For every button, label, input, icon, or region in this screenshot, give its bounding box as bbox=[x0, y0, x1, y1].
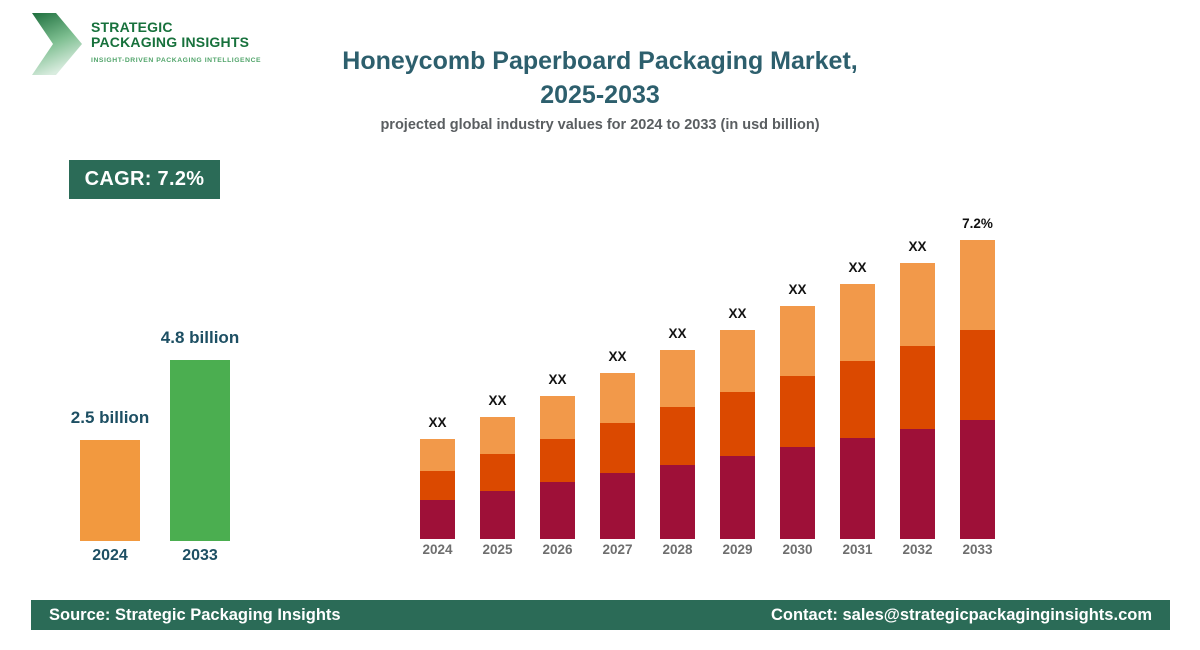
segment-middle-2028 bbox=[660, 407, 695, 465]
bar-top-label-2031: XX bbox=[848, 260, 867, 275]
bar-top-label-2025: XX bbox=[488, 393, 507, 408]
mini-comparison-chart: 2.5 billion 2024 4.8 billion 2033 bbox=[71, 310, 239, 564]
main-axis-label-2033: 2033 bbox=[962, 542, 993, 557]
segment-middle-2027 bbox=[600, 423, 635, 473]
mini-bar-2033 bbox=[170, 360, 230, 541]
stacked-bar-2026 bbox=[540, 396, 575, 539]
main-axis-label-2032: 2032 bbox=[902, 542, 933, 557]
segment-top-2027 bbox=[600, 373, 635, 423]
brand-name-line1: STRATEGIC bbox=[91, 19, 173, 35]
segment-middle-2029 bbox=[720, 392, 755, 456]
bar-top-label-2033: 7.2% bbox=[962, 216, 993, 231]
stacked-bar-2033 bbox=[960, 240, 995, 539]
segment-bottom-2024 bbox=[420, 500, 455, 539]
bar-top-label-2029: XX bbox=[728, 306, 747, 321]
segment-bottom-2027 bbox=[600, 473, 635, 539]
main-axis-label-2031: 2031 bbox=[842, 542, 873, 557]
brand-logo-text: STRATEGIC PACKAGING INSIGHTS INSIGHT-DRI… bbox=[91, 13, 262, 65]
segment-top-2030 bbox=[780, 306, 815, 376]
segment-bottom-2025 bbox=[480, 491, 515, 539]
segment-bottom-2033 bbox=[960, 420, 995, 539]
stacked-bar-2029 bbox=[720, 330, 755, 539]
title-block: Honeycomb Paperboard Packaging Market, 2… bbox=[0, 44, 1200, 133]
main-axis-label-2025: 2025 bbox=[482, 542, 513, 557]
cagr-badge: CAGR: 7.2% bbox=[69, 160, 220, 199]
segment-top-2025 bbox=[480, 417, 515, 454]
brand-tagline: INSIGHT-DRIVEN PACKAGING INTELLIGENCE bbox=[91, 57, 262, 64]
main-stacked-chart: XX 2024 XX 2025 XX 2026 XX 2027 XX 2028 XX 2029 XX 20… bbox=[420, 214, 995, 557]
main-axis-label-2026: 2026 bbox=[542, 542, 573, 557]
mini-axis-label-2024: 2024 bbox=[92, 547, 128, 564]
segment-bottom-2026 bbox=[540, 482, 575, 539]
bar-top-label-2030: XX bbox=[788, 282, 807, 297]
segment-middle-2030 bbox=[780, 376, 815, 447]
bar-top-label-2027: XX bbox=[608, 349, 627, 364]
stacked-bar-2025 bbox=[480, 417, 515, 539]
brand-logo: STRATEGIC PACKAGING INSIGHTS INSIGHT-DRI… bbox=[32, 13, 261, 75]
chevron-arrow-icon bbox=[32, 13, 82, 75]
footer-source: Source: Strategic Packaging Insights bbox=[49, 605, 341, 624]
stacked-bar-2030 bbox=[780, 306, 815, 539]
segment-middle-2024 bbox=[420, 471, 455, 500]
segment-top-2031 bbox=[840, 284, 875, 361]
segment-top-2026 bbox=[540, 396, 575, 439]
mini-bar-value-2033: 4.8 billion bbox=[160, 328, 240, 347]
segment-bottom-2030 bbox=[780, 447, 815, 539]
segment-bottom-2028 bbox=[660, 465, 695, 539]
main-axis-label-2024: 2024 bbox=[422, 542, 453, 557]
stacked-bar-2031 bbox=[840, 284, 875, 539]
page-title: Honeycomb Paperboard Packaging Market, 2… bbox=[0, 44, 1200, 112]
main-axis-label-2028: 2028 bbox=[662, 542, 693, 557]
page-title-line2: 2025-2033 bbox=[540, 81, 660, 109]
stacked-bar-2024 bbox=[420, 439, 455, 539]
segment-bottom-2031 bbox=[840, 438, 875, 539]
segment-middle-2025 bbox=[480, 454, 515, 491]
segment-top-2024 bbox=[420, 439, 455, 471]
segment-middle-2031 bbox=[840, 361, 875, 438]
footer-bar: Source: Strategic Packaging Insights Con… bbox=[31, 600, 1170, 630]
main-axis-label-2029: 2029 bbox=[722, 542, 753, 557]
bar-top-label-2028: XX bbox=[668, 326, 687, 341]
bar-top-label-2032: XX bbox=[908, 239, 927, 254]
mini-bar-2024 bbox=[80, 440, 140, 541]
stacked-bar-2032 bbox=[900, 263, 935, 539]
segment-bottom-2032 bbox=[900, 429, 935, 539]
stacked-bar-2027 bbox=[600, 373, 635, 539]
mini-bar-value-2024: 2.5 billion bbox=[70, 408, 150, 427]
page-title-line1: Honeycomb Paperboard Packaging Market, bbox=[342, 47, 858, 75]
main-axis-label-2030: 2030 bbox=[782, 542, 813, 557]
segment-top-2033 bbox=[960, 240, 995, 330]
brand-name-line2: PACKAGING INSIGHTS bbox=[91, 34, 250, 50]
footer-contact: Contact: sales@strategicpackaginginsight… bbox=[770, 605, 1152, 624]
segment-middle-2033 bbox=[960, 330, 995, 420]
bar-top-label-2026: XX bbox=[548, 372, 567, 387]
segment-middle-2032 bbox=[900, 346, 935, 429]
segment-top-2032 bbox=[900, 263, 935, 346]
main-axis-label-2027: 2027 bbox=[602, 542, 633, 557]
segment-middle-2026 bbox=[540, 439, 575, 482]
segment-top-2029 bbox=[720, 330, 755, 392]
mini-axis-label-2033: 2033 bbox=[182, 547, 218, 564]
segment-top-2028 bbox=[660, 350, 695, 407]
bar-top-label-2024: XX bbox=[428, 415, 447, 430]
stacked-bar-2028 bbox=[660, 350, 695, 539]
page-subtitle: projected global industry values for 202… bbox=[380, 117, 820, 133]
segment-bottom-2029 bbox=[720, 456, 755, 539]
